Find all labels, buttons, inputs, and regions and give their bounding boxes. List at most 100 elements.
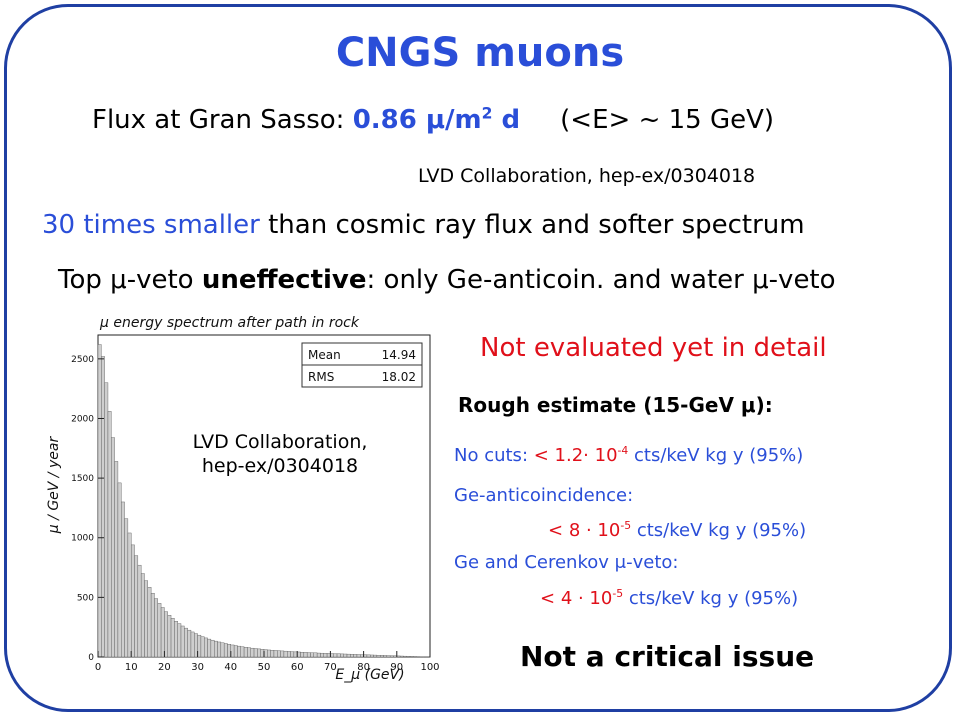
- histogram-bar: [383, 655, 388, 658]
- y-tick-label: 0: [88, 653, 94, 663]
- histogram-bar: [310, 652, 315, 658]
- histogram-bar: [346, 653, 351, 658]
- flux-value: 0.86 μ/m2 d: [353, 105, 520, 135]
- histogram-bar: [333, 653, 338, 658]
- histogram-bar: [204, 637, 208, 658]
- stats-rms-value: 18.02: [382, 370, 416, 384]
- estimate-mantissa: 4 · 10: [560, 588, 613, 609]
- flux-number: 0.86: [352, 105, 426, 135]
- histogram-bar: [399, 655, 404, 658]
- plot-reference-line2: hep-ex/0304018: [201, 455, 359, 477]
- histogram-bar: [124, 518, 129, 658]
- x-ticks: 0 10 20 30 40 50 60 70 80 90 100: [95, 651, 440, 673]
- histogram-bar: [336, 653, 341, 658]
- flux-exponent: 2: [481, 104, 493, 123]
- histogram-bar: [150, 592, 155, 658]
- x-tick-label: 20: [158, 662, 171, 673]
- histogram-bar: [174, 621, 178, 658]
- x-tick-label: 40: [224, 662, 237, 673]
- chart-ylabel: μ / GeV / year: [46, 436, 62, 535]
- histogram-bar: [376, 655, 381, 658]
- stats-box: Mean 14.94 RMS 18.02: [301, 342, 423, 388]
- histogram-bar: [107, 411, 112, 658]
- estimate-mantissa: 1.2· 10: [554, 445, 618, 466]
- histogram-bar: [144, 580, 149, 658]
- estimate-exponent: -4: [617, 444, 629, 457]
- histogram-bar: [257, 648, 261, 658]
- flux-prefix: Flux at Gran Sasso:: [92, 105, 353, 135]
- histogram-bar: [350, 654, 354, 658]
- x-tick-label: 60: [291, 662, 304, 673]
- x-tick-label: 0: [95, 662, 101, 673]
- histogram-bar: [97, 344, 102, 658]
- veto-mid1: -veto: [126, 265, 202, 295]
- estimate-label-post: -veto:: [626, 552, 679, 573]
- mu-symbol: μ: [110, 265, 127, 295]
- stats-rms-label: RMS: [308, 370, 334, 384]
- x-tick-label: 100: [420, 662, 439, 673]
- estimate-exponent: -5: [620, 519, 632, 532]
- mu-symbol: μ: [425, 105, 446, 135]
- histogram-bar: [170, 618, 175, 658]
- mu-symbol: μ: [740, 393, 756, 417]
- status-note: Not evaluated yet in detail: [480, 333, 827, 363]
- histogram-bar: [233, 645, 238, 658]
- histogram-bar: [287, 651, 291, 658]
- x-tick-label: 30: [191, 662, 204, 673]
- flux-suffix: d: [492, 105, 521, 135]
- veto-uneffective: uneffective: [201, 265, 367, 295]
- histogram-bar: [373, 654, 378, 658]
- histogram-bar: [117, 482, 122, 658]
- spectrum-chart-svg: μ energy spectrum after path in rock μ /…: [46, 315, 440, 683]
- rough-estimate-heading: Rough estimate (15-GeV μ):: [458, 393, 773, 417]
- y-tick-label: 1500: [71, 474, 94, 484]
- x-tick-label: 50: [258, 662, 271, 673]
- histogram-bar: [340, 653, 344, 658]
- estimate-anticoinc-label: Ge-anticoincidence:: [454, 485, 634, 506]
- estimate-lt: <: [533, 445, 555, 466]
- spectrum-plot: μ energy spectrum after path in rock μ /…: [40, 305, 440, 690]
- histogram-bar: [147, 587, 152, 658]
- histogram-bar: [101, 356, 105, 658]
- histogram-bar: [240, 646, 245, 658]
- estimate-cerenkov-value: < 4 · 10-5 cts/keV kg y (95%): [540, 588, 798, 609]
- chart-title: μ energy spectrum after path in rock: [99, 315, 360, 331]
- histogram-bar: [187, 629, 192, 658]
- estimate-unit: cts/keV kg y (95%): [631, 520, 807, 541]
- rough-post: ):: [755, 393, 773, 417]
- estimate-label: Ge and Cerenkov: [454, 552, 615, 573]
- histogram-bar: [237, 645, 241, 658]
- histogram-bar: [157, 603, 162, 658]
- histogram-bar: [386, 655, 391, 658]
- comparison-rest: than cosmic ray flux and softer spectrum: [259, 210, 805, 240]
- conclusion: Not a critical issue: [520, 640, 815, 673]
- histogram-bar: [190, 631, 195, 658]
- mu-symbol: μ: [752, 265, 769, 295]
- histogram-bar: [213, 640, 218, 658]
- histogram-bar: [127, 532, 132, 658]
- histogram-bar: [306, 652, 311, 658]
- histogram-bar: [366, 654, 371, 658]
- estimate-unit: cts/keV kg y (95%): [623, 588, 799, 609]
- histogram-bar: [316, 652, 321, 658]
- histogram-bar: [243, 647, 248, 658]
- histogram-bar: [353, 654, 358, 658]
- estimate-lt: <: [540, 588, 561, 609]
- comparison-highlight: 30 times smaller: [42, 210, 260, 240]
- histogram-bar: [303, 652, 308, 658]
- histogram-bar: [160, 607, 165, 658]
- histogram-bar: [270, 650, 275, 658]
- histogram-bar: [250, 647, 255, 658]
- veto-post: -veto: [768, 265, 836, 295]
- slide-title: CNGS muons: [335, 30, 625, 76]
- x-tick-label: 10: [125, 662, 138, 673]
- x-tick-label: 80: [357, 662, 370, 673]
- histogram-bar: [320, 652, 324, 658]
- histogram-bar: [300, 652, 305, 658]
- histogram-bar: [217, 641, 222, 658]
- histogram-bar: [121, 501, 125, 658]
- histogram-bar: [167, 615, 172, 658]
- estimate-label: No cuts:: [454, 445, 534, 466]
- x-tick-label: 70: [324, 662, 337, 673]
- estimate-mantissa: 8 · 10: [568, 520, 621, 541]
